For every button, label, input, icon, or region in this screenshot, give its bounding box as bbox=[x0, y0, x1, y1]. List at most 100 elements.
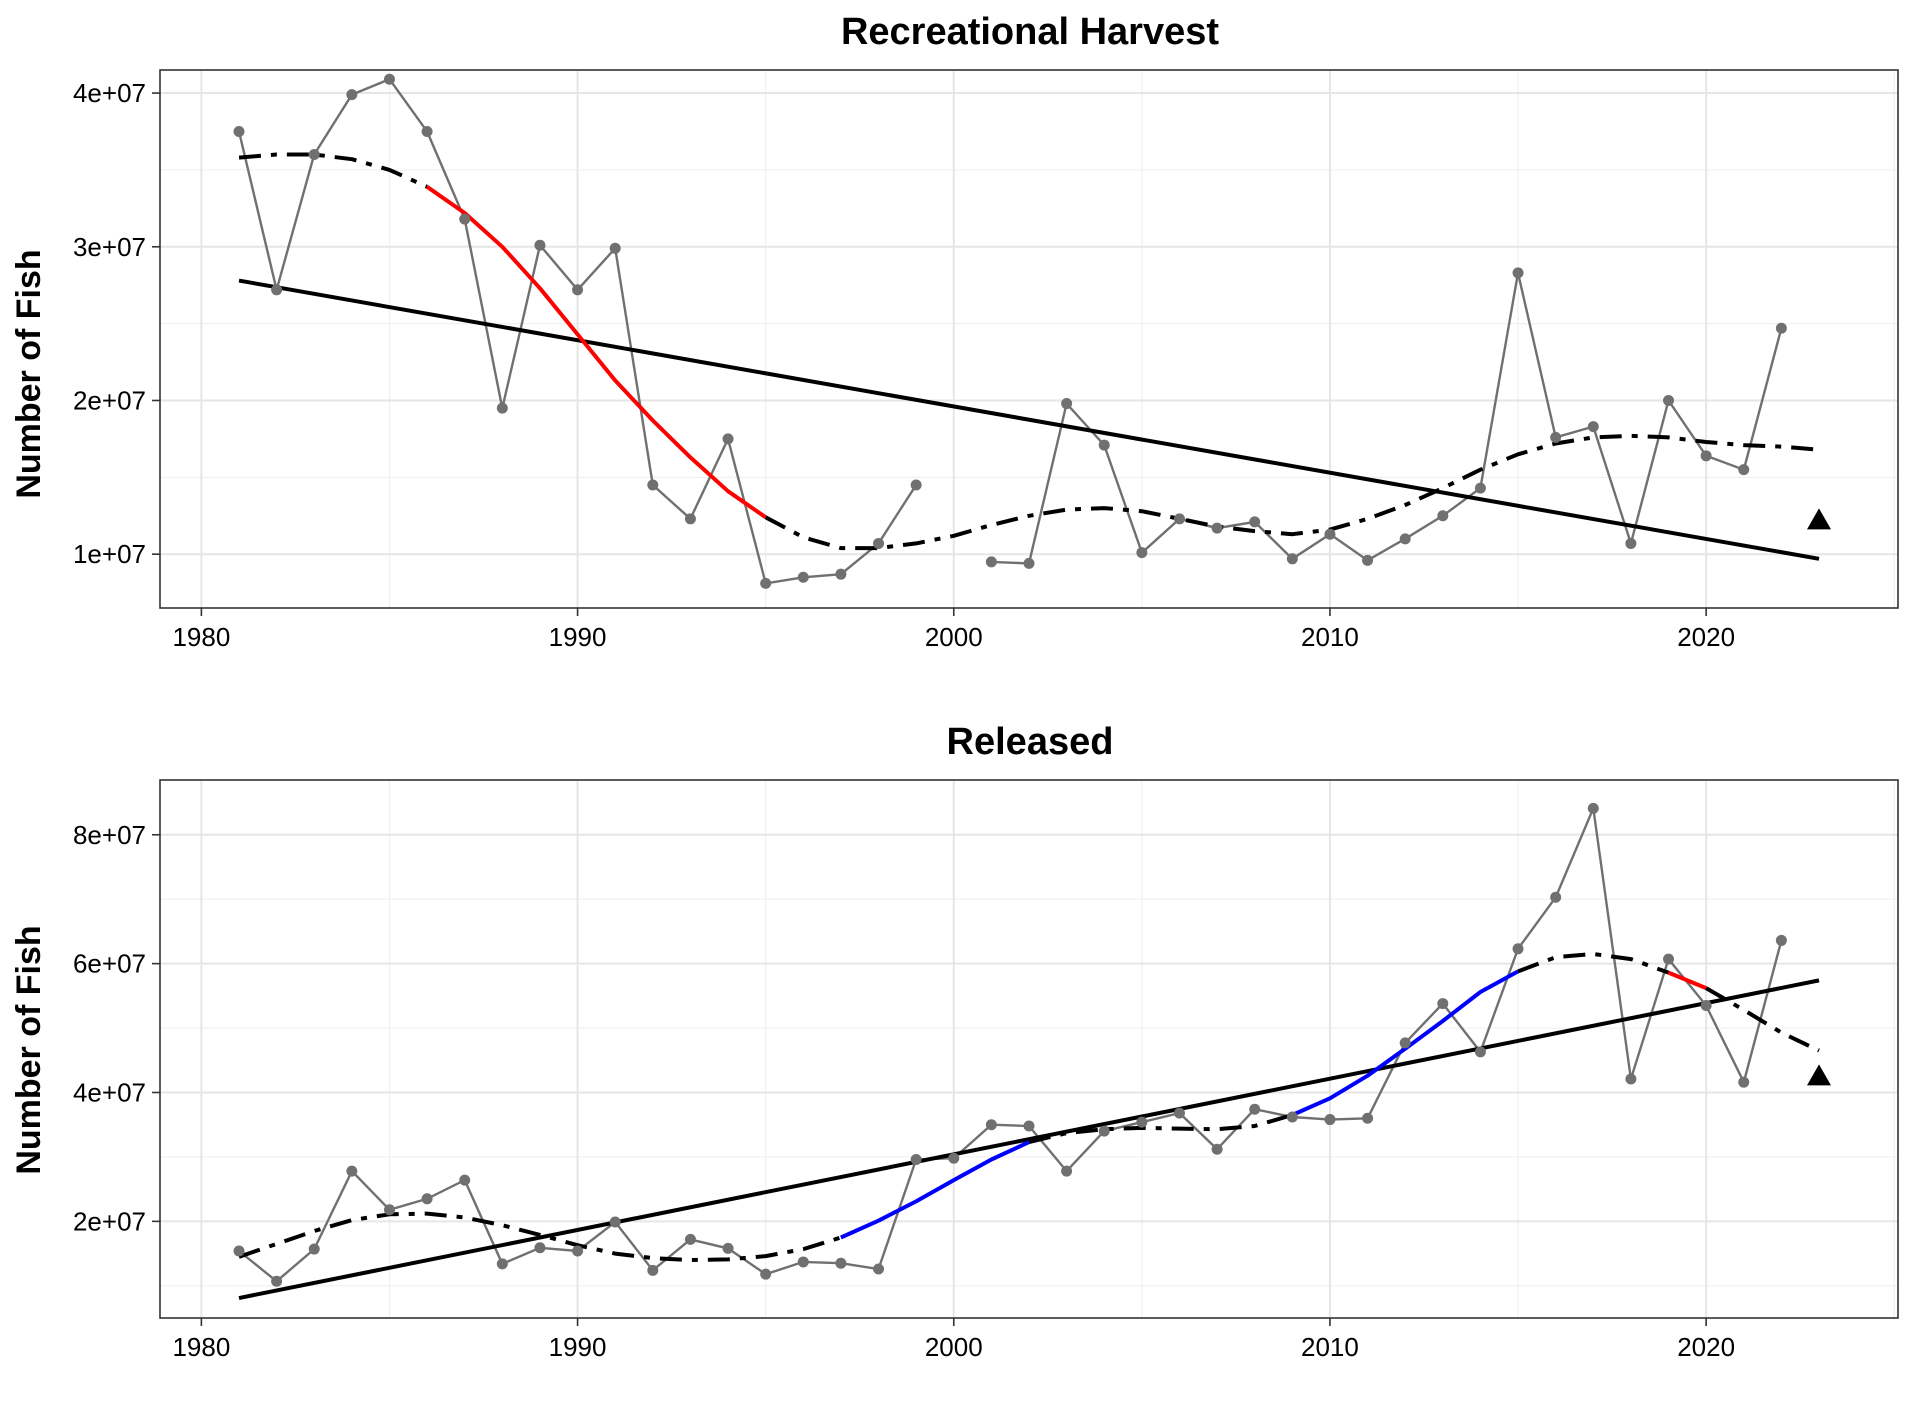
y-tick-label: 6e+07 bbox=[73, 949, 146, 979]
y-axis-label: Number of Fish bbox=[10, 925, 48, 1174]
observed-point bbox=[233, 1245, 245, 1257]
observed-point bbox=[760, 1268, 772, 1280]
observed-point bbox=[1738, 464, 1750, 476]
x-tick-label: 1980 bbox=[172, 1332, 230, 1362]
observed-point bbox=[1286, 1111, 1298, 1123]
observed-point bbox=[346, 1165, 358, 1177]
observed-point bbox=[271, 1275, 283, 1287]
observed-point bbox=[722, 1242, 734, 1254]
observed-point bbox=[233, 125, 245, 137]
observed-point bbox=[1324, 1114, 1336, 1126]
observed-point bbox=[1700, 450, 1712, 462]
observed-point bbox=[1362, 554, 1374, 566]
data-marks bbox=[233, 802, 1831, 1300]
axes: 1980 1990 2000 2010 2020 2e+07 4e+07 6e+07 8e+07 bbox=[73, 820, 1735, 1362]
axes: 1980 1990 2000 2010 2020 1e+07 2e+07 3e+07 4e+07 bbox=[73, 78, 1735, 652]
observed-point bbox=[534, 1242, 546, 1254]
observed-point bbox=[1136, 1116, 1148, 1128]
observed-point bbox=[1023, 1120, 1035, 1132]
x-tick-label: 1980 bbox=[172, 622, 230, 652]
observed-point bbox=[1324, 528, 1336, 540]
x-tick-label: 2000 bbox=[925, 1332, 983, 1362]
observed-point bbox=[609, 1216, 621, 1228]
observed-point bbox=[873, 1263, 885, 1275]
observed-point bbox=[383, 73, 395, 85]
observed-point bbox=[1587, 421, 1599, 433]
observed-point bbox=[1663, 394, 1675, 406]
observed-point bbox=[1098, 439, 1110, 451]
observed-point bbox=[1474, 482, 1486, 494]
x-tick-label: 2010 bbox=[1301, 622, 1359, 652]
observed-point bbox=[985, 1119, 997, 1131]
observed-point bbox=[1211, 1143, 1223, 1155]
observed-point bbox=[1098, 1125, 1110, 1137]
smooth-increase-segment bbox=[840, 1140, 1030, 1240]
observed-point bbox=[835, 1257, 847, 1269]
smooth-increase-segment bbox=[1291, 969, 1519, 1117]
observed-point bbox=[760, 577, 772, 589]
grid bbox=[160, 70, 1898, 608]
observed-point bbox=[1512, 943, 1524, 955]
observed-point bbox=[1286, 553, 1298, 565]
observed-point bbox=[910, 1153, 922, 1165]
chart-title: Recreational Harvest bbox=[841, 11, 1219, 53]
observed-point bbox=[459, 1174, 471, 1186]
y-tick-label: 8e+07 bbox=[73, 820, 146, 850]
observed-point bbox=[572, 1245, 584, 1257]
triangle-marker bbox=[1807, 1064, 1831, 1086]
observed-point bbox=[910, 479, 922, 491]
observed-point bbox=[1249, 1103, 1261, 1115]
observed-point bbox=[271, 284, 283, 296]
observed-point bbox=[1399, 533, 1411, 545]
x-tick-label: 2010 bbox=[1301, 1332, 1359, 1362]
smooth-decrease-segment bbox=[1667, 970, 1707, 990]
grid bbox=[160, 780, 1898, 1318]
observed-point bbox=[797, 1256, 809, 1268]
observed-point bbox=[1437, 510, 1449, 522]
y-tick-label: 2e+07 bbox=[73, 385, 146, 415]
observed-point bbox=[496, 1258, 508, 1270]
observed-point bbox=[496, 402, 508, 414]
smooth-none-segment bbox=[238, 152, 428, 189]
observed-point bbox=[383, 1204, 395, 1216]
observed-point bbox=[1738, 1076, 1750, 1088]
observed-point bbox=[1512, 267, 1524, 279]
panel-recreational-harvest: Recreational Harvest Number of Fish 1980… bbox=[10, 11, 1899, 652]
observed-point bbox=[1437, 998, 1449, 1010]
observed-point bbox=[459, 213, 471, 225]
observed-point bbox=[534, 239, 546, 251]
observed-point bbox=[1173, 513, 1185, 525]
observed-point bbox=[1550, 431, 1562, 443]
observed-point bbox=[1550, 891, 1562, 903]
linear-trend-line bbox=[238, 278, 1820, 561]
smooth-none-segment bbox=[1517, 952, 1670, 975]
y-axis-label: Number of Fish bbox=[10, 249, 48, 498]
observed-point bbox=[421, 1193, 433, 1205]
observed-point bbox=[1700, 1000, 1712, 1012]
observed-point bbox=[1474, 1046, 1486, 1058]
observed-point bbox=[1249, 516, 1261, 528]
observed-line bbox=[991, 272, 1783, 565]
y-tick-label: 4e+07 bbox=[73, 1077, 146, 1107]
chart-title: Released bbox=[947, 721, 1114, 763]
y-tick-label: 4e+07 bbox=[73, 78, 146, 108]
observed-point bbox=[797, 571, 809, 583]
observed-point bbox=[346, 89, 358, 101]
x-tick-label: 2020 bbox=[1677, 622, 1735, 652]
panel-released: Released Number of Fish 1980 1990 2000 2010… bbox=[10, 721, 1899, 1362]
observed-point bbox=[873, 537, 885, 549]
data-marks bbox=[233, 73, 1831, 589]
observed-point bbox=[1023, 557, 1035, 569]
x-tick-label: 1990 bbox=[549, 1332, 607, 1362]
observed-point bbox=[647, 479, 659, 491]
y-tick-label: 3e+07 bbox=[73, 232, 146, 262]
observed-point bbox=[1775, 322, 1787, 334]
smooth-none-segment bbox=[1028, 1113, 1293, 1145]
observed-point bbox=[1061, 1165, 1073, 1177]
observed-point bbox=[647, 1264, 659, 1276]
observed-line bbox=[238, 803, 1783, 1283]
triangle-marker bbox=[1807, 508, 1831, 530]
linear-trend-line bbox=[238, 978, 1820, 1300]
observed-point bbox=[985, 556, 997, 568]
